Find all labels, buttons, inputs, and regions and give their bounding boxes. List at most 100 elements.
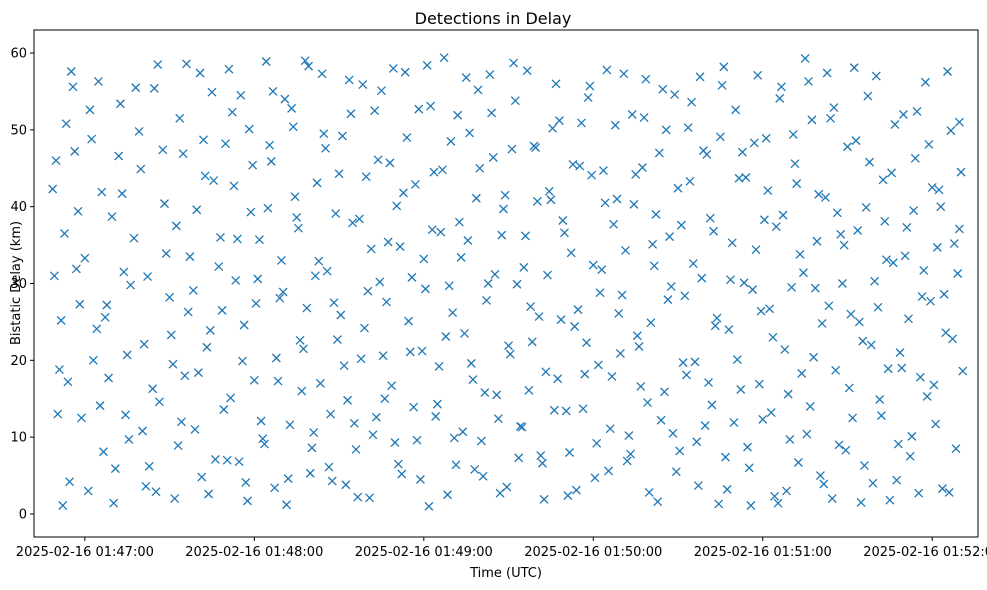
data-point: [371, 412, 381, 422]
data-point: [704, 378, 713, 388]
data-point: [85, 105, 95, 115]
data-point: [332, 335, 342, 345]
data-point: [693, 481, 703, 490]
data-point: [280, 94, 290, 104]
data-point: [200, 171, 210, 181]
data-point: [954, 117, 964, 127]
data-point: [585, 81, 595, 91]
data-point: [941, 328, 951, 338]
data-point: [295, 335, 305, 345]
data-point: [709, 226, 719, 236]
data-point: [65, 477, 75, 487]
data-point: [683, 123, 693, 133]
data-point: [341, 480, 351, 490]
data-point: [292, 212, 302, 222]
data-point: [810, 283, 820, 293]
data-point: [178, 149, 188, 159]
y-tick-label: 0: [19, 507, 27, 522]
data-point: [793, 458, 803, 467]
data-point: [183, 307, 193, 317]
data-point: [612, 194, 622, 204]
data-point: [685, 176, 695, 186]
data-point: [327, 476, 337, 486]
data-point: [849, 63, 859, 73]
data-point: [117, 189, 127, 199]
data-point: [370, 106, 380, 116]
data-point: [431, 411, 441, 421]
data-point: [814, 189, 824, 199]
data-point: [666, 282, 676, 292]
data-point: [790, 159, 800, 169]
data-point: [898, 110, 908, 119]
data-point: [759, 215, 769, 225]
data-point: [326, 409, 336, 419]
data-point: [215, 232, 225, 242]
data-point: [321, 143, 330, 153]
data-point: [232, 234, 242, 244]
data-point: [512, 279, 522, 289]
data-point: [393, 459, 403, 469]
data-point: [483, 279, 493, 288]
data-point: [658, 84, 668, 94]
data-point: [337, 131, 347, 141]
data-point: [451, 460, 461, 470]
data-point: [219, 405, 229, 414]
data-point: [605, 424, 615, 434]
data-point: [646, 318, 656, 328]
data-point: [429, 167, 439, 177]
data-point: [458, 427, 468, 437]
data-point: [66, 67, 76, 76]
data-point: [375, 277, 385, 287]
data-point: [460, 328, 469, 338]
data-point: [665, 232, 675, 242]
data-point: [100, 312, 110, 322]
data-point: [310, 271, 320, 281]
data-point: [161, 249, 171, 259]
data-point: [427, 225, 437, 235]
y-tick-label: 30: [10, 277, 27, 292]
data-point: [107, 212, 117, 222]
data-point: [543, 270, 552, 280]
data-point: [71, 264, 81, 274]
data-point: [221, 139, 230, 149]
x-axis-title: Time (UTC): [469, 566, 542, 581]
data-point: [914, 488, 924, 498]
data-point: [222, 455, 232, 465]
data-point: [770, 491, 780, 501]
data-point: [76, 413, 86, 423]
data-point: [265, 140, 275, 150]
data-point: [387, 381, 397, 391]
data-point: [204, 489, 214, 499]
data-point: [936, 202, 946, 212]
data-point: [729, 418, 739, 428]
data-point: [629, 199, 639, 209]
data-point: [871, 71, 881, 81]
data-point: [887, 168, 897, 178]
data-point: [958, 366, 968, 376]
data-point: [558, 216, 568, 225]
data-point: [551, 79, 561, 89]
data-point: [705, 213, 715, 223]
data-point: [939, 289, 949, 299]
data-point: [902, 222, 912, 232]
data-point: [656, 415, 666, 425]
data-point: [615, 348, 625, 358]
data-point: [229, 181, 239, 191]
data-point: [475, 163, 485, 173]
data-point: [576, 118, 586, 128]
data-point: [631, 169, 641, 179]
data-point: [561, 406, 571, 416]
data-point: [302, 303, 312, 313]
data-point: [568, 159, 578, 169]
data-point: [99, 447, 108, 457]
data-point: [905, 451, 915, 461]
data-point: [771, 222, 781, 232]
data-point: [485, 70, 495, 80]
data-point: [715, 132, 725, 142]
data-point: [241, 477, 251, 487]
data-point: [844, 383, 854, 393]
data-point: [604, 466, 613, 476]
data-point: [168, 359, 178, 369]
data-point: [841, 445, 851, 455]
